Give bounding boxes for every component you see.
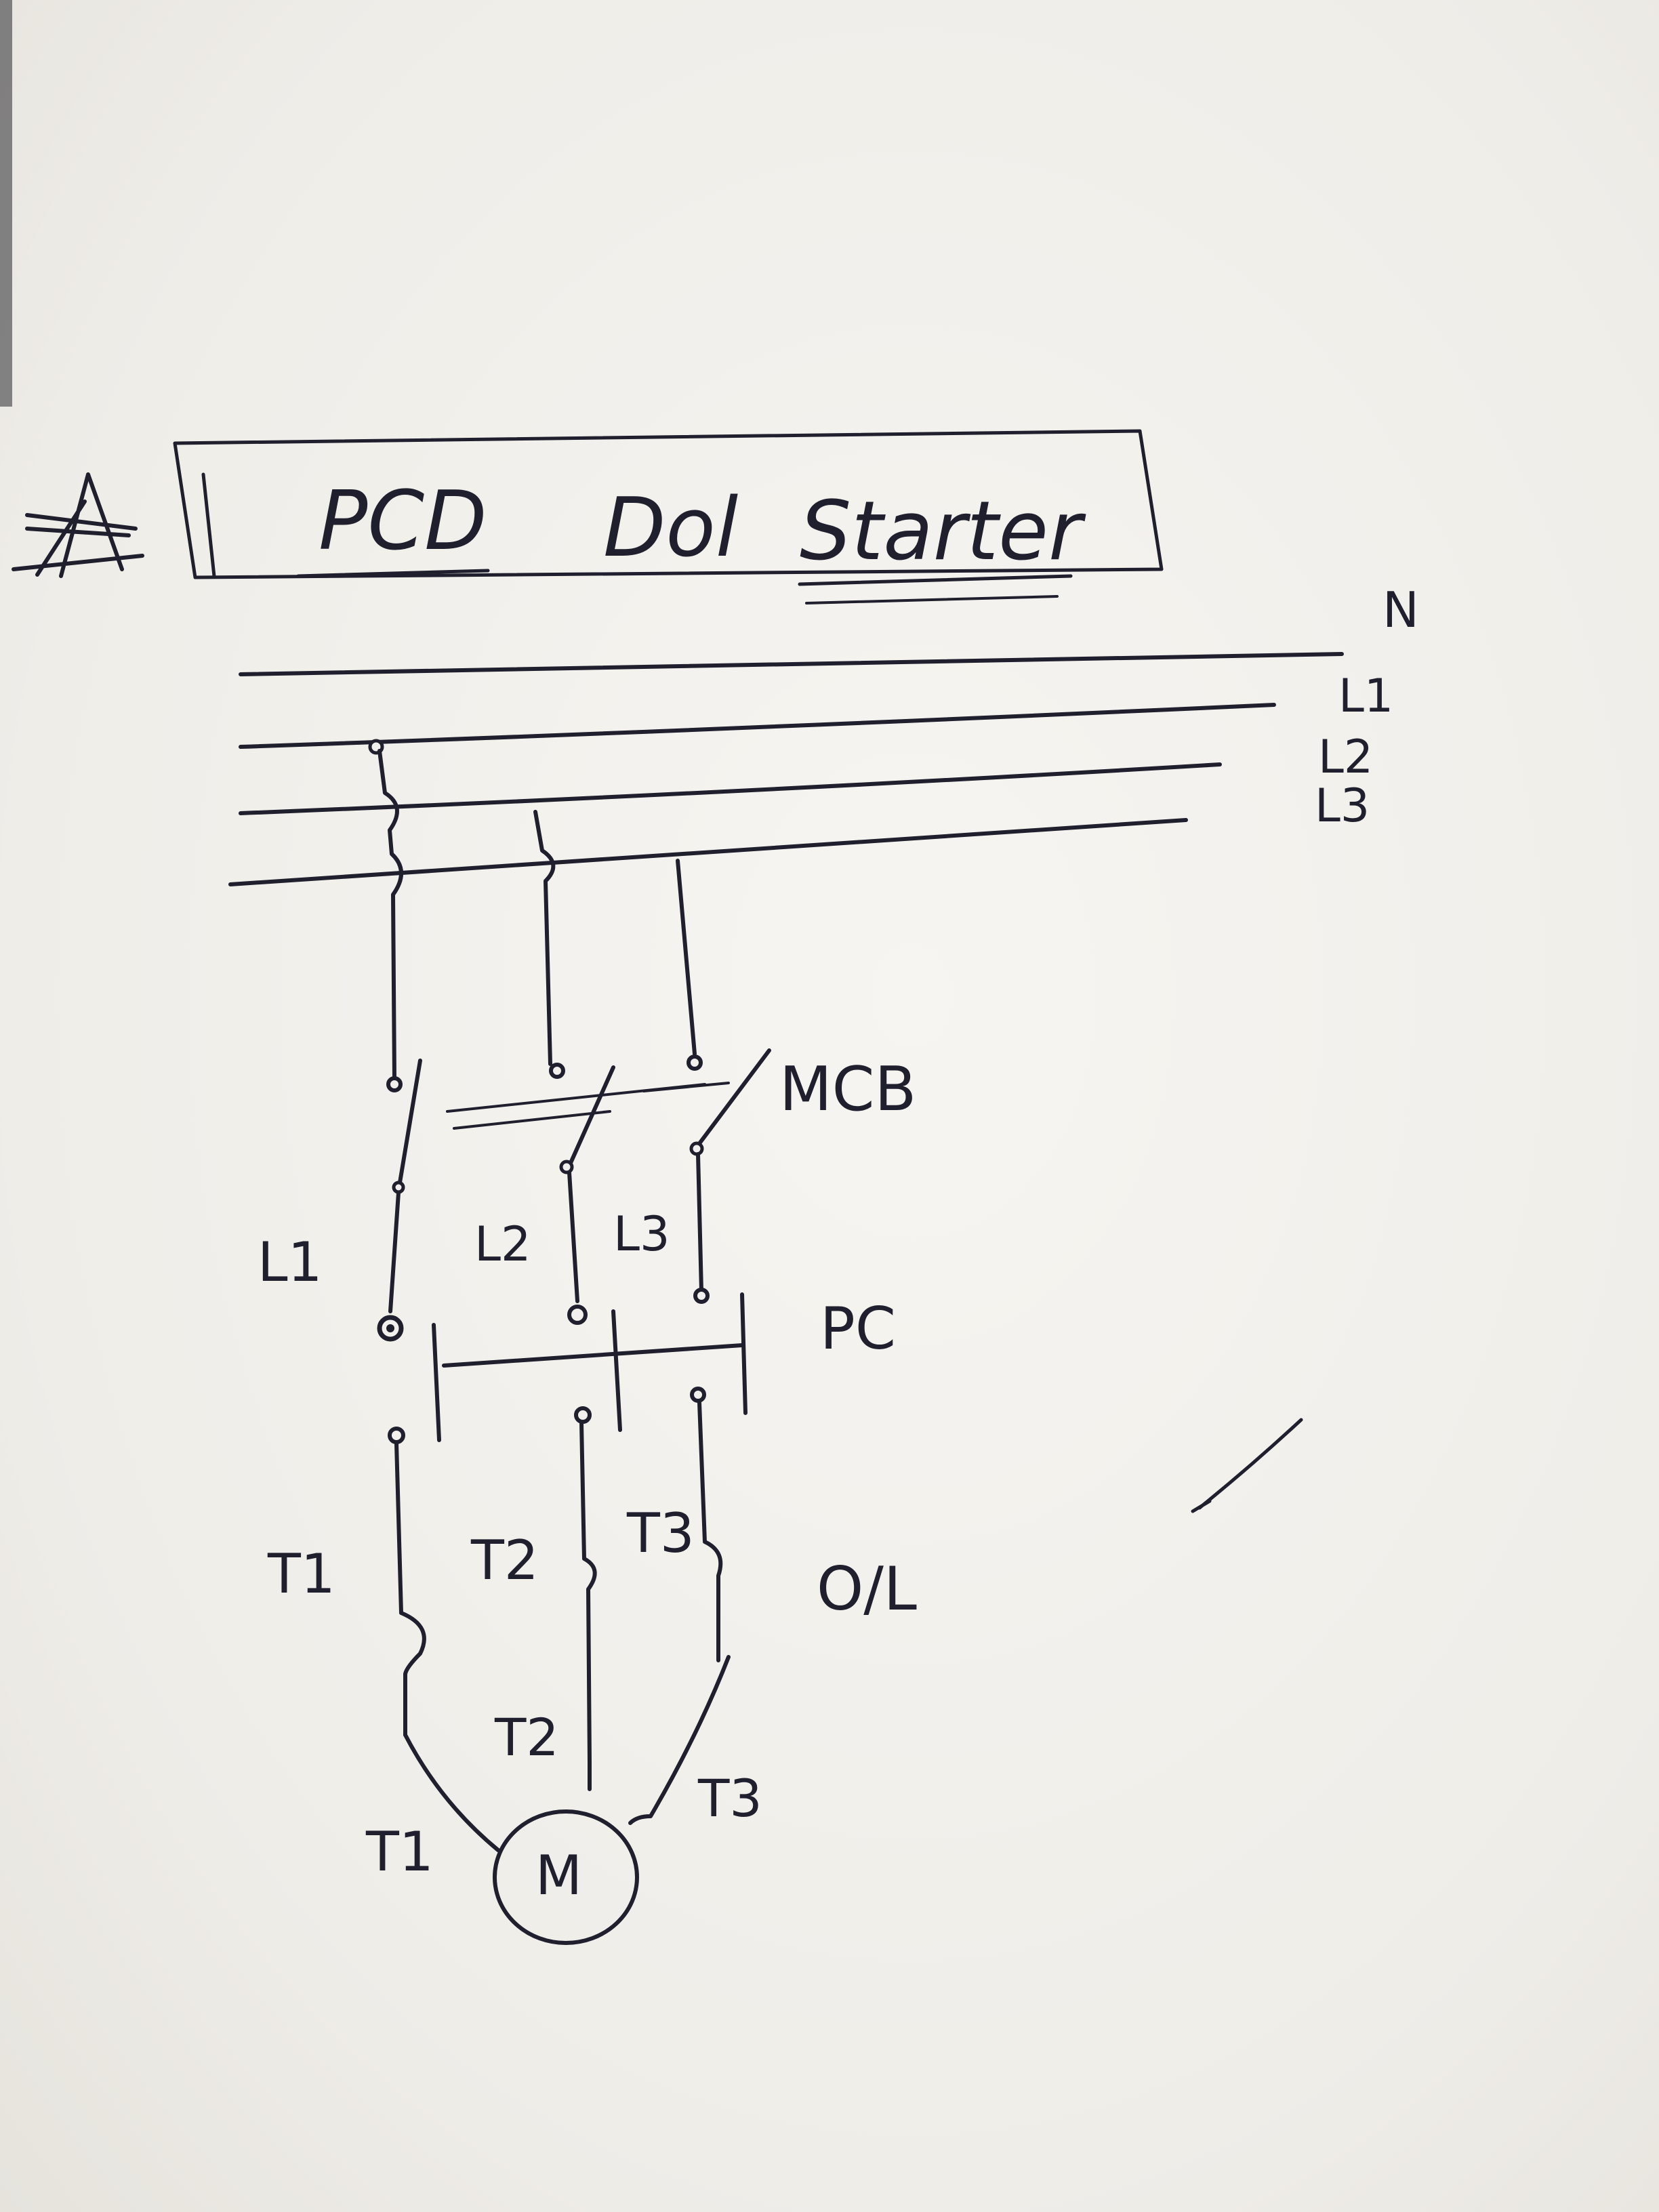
title-underline-starter-2 [805, 595, 1059, 605]
motor-label-t2: T2 [494, 1707, 559, 1767]
mcb-top-terminal-l2 [549, 1063, 565, 1079]
wire-l2 [567, 1170, 579, 1303]
pc-contact-l3 [740, 1292, 747, 1415]
wire-l3 [696, 1152, 703, 1293]
mcb-contact-l2 [566, 1065, 615, 1171]
star-icon [12, 472, 144, 578]
motor: M [493, 1809, 639, 1945]
mcb-bottom-terminal-l1 [392, 1181, 405, 1194]
edge-shadow [0, 0, 12, 407]
motor-lead-t3 [628, 1655, 731, 1825]
ol-element-t3 [697, 1401, 723, 1662]
title-underline-pcd [296, 569, 490, 578]
mcb-bottom-terminal-l3 [689, 1141, 704, 1156]
pc-bottom-terminal-l2 [574, 1406, 592, 1424]
bus-label-n: N [1382, 581, 1419, 638]
mcb-label: MCB [779, 1054, 916, 1125]
motor-label-t1: T1 [365, 1820, 434, 1883]
pc-top-terminal-l3 [693, 1288, 710, 1304]
motor-label-t3: T3 [697, 1768, 762, 1828]
title-word-pcd: PCD [319, 474, 487, 569]
title-word-dol: Dol [603, 481, 738, 575]
motor-connections: T2 T3 T1 [365, 1655, 762, 1883]
ol-element-t1 [394, 1441, 426, 1737]
title-underline-starter [798, 574, 1073, 586]
overload-relay: T1 T2 T3 O/L [267, 1401, 917, 1764]
drop-l1 [377, 749, 403, 1080]
pc-mechanical-link [442, 1343, 744, 1368]
wire-l1 [388, 1191, 401, 1313]
wire-label-l2: L2 [474, 1216, 531, 1272]
bus-label-l3: L3 [1315, 779, 1370, 833]
bus-label-l2: L2 [1318, 731, 1373, 784]
power-contactor: PC [377, 1288, 896, 1444]
drop-wires [368, 739, 697, 1080]
motor-label: M [535, 1844, 582, 1907]
ol-label-t2: T2 [470, 1529, 539, 1592]
bus-label-l1: L1 [1338, 670, 1393, 723]
mcb-top-terminal-l1 [386, 1076, 403, 1092]
pc-top-terminal-l1-dot [386, 1324, 394, 1332]
pc-contact-l1 [432, 1323, 441, 1442]
supply-bus: N L1 L2 L3 [228, 581, 1419, 886]
bus-n [239, 652, 1344, 676]
mcb-contact-l3 [696, 1048, 771, 1147]
pc-contact-l2 [611, 1309, 622, 1432]
drop-l2 [533, 810, 556, 1066]
ol-label-t1: T1 [267, 1542, 335, 1605]
pc-top-terminal-l2 [567, 1305, 588, 1325]
drop-l3 [676, 859, 697, 1056]
mcb-contact-l1 [398, 1059, 422, 1185]
mcb-top-terminal-l3 [687, 1054, 703, 1071]
mcb-mechanical-link [446, 1082, 730, 1130]
mcb-to-contactor-wires: L1 L2 L3 [258, 1141, 704, 1313]
mcb-breaker: MCB [386, 1048, 916, 1185]
motor-circle [493, 1809, 639, 1945]
title-box [173, 429, 1164, 579]
motor-lead-t1 [403, 1733, 500, 1852]
pc-label: PC [820, 1295, 896, 1363]
bus-l2 [239, 762, 1222, 815]
title-box-inner-stroke [201, 472, 216, 578]
mcb-bottom-terminal-l2 [559, 1160, 574, 1174]
ol-element-t2 [579, 1421, 597, 1764]
check-mark-icon [1191, 1418, 1303, 1513]
title-word-starter: Starter [800, 485, 1086, 579]
wire-label-l3: L3 [613, 1206, 670, 1262]
ol-label: O/L [817, 1554, 917, 1624]
ol-label-t3: T3 [626, 1502, 695, 1565]
title-block: PCD Dol Starter [12, 429, 1164, 605]
pc-bottom-terminal-l3 [690, 1387, 706, 1403]
bus-l3 [228, 818, 1188, 886]
wire-label-l1: L1 [258, 1231, 322, 1294]
pc-bottom-terminal-l1 [388, 1427, 405, 1444]
bus-l1 [239, 703, 1276, 749]
